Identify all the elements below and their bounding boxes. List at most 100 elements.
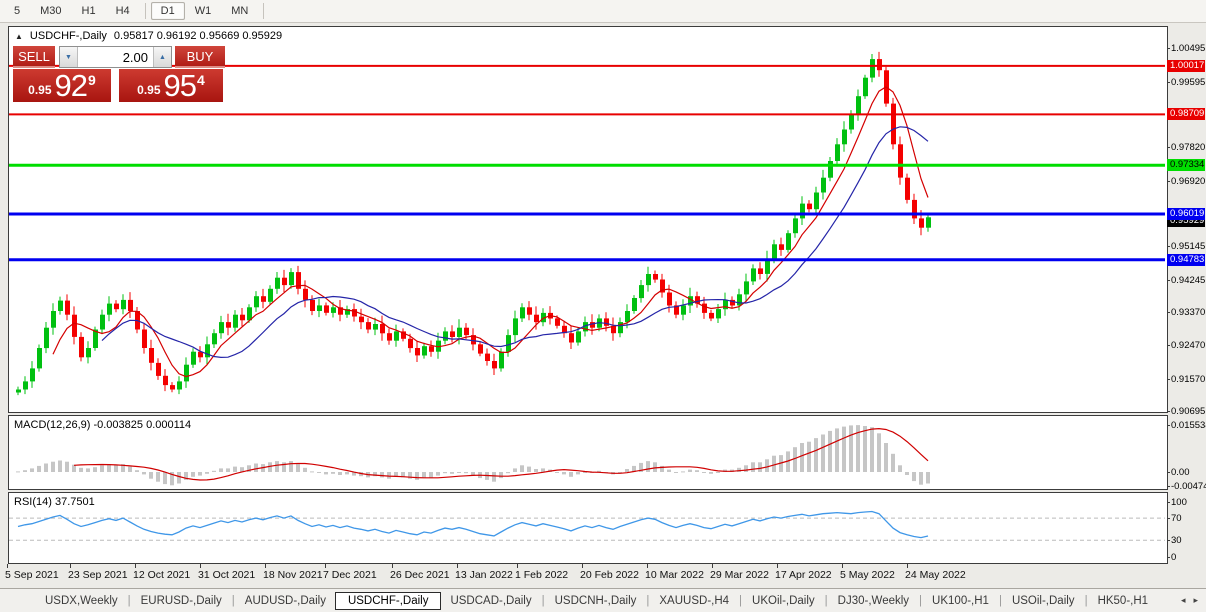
candle-body [513,318,518,336]
macd-bar [114,464,118,472]
candle-body [751,268,756,282]
macd-signal-line [73,427,929,481]
macd-indicator-pane[interactable]: MACD(12,26,9) -0.003825 0.000114 [8,415,1168,490]
candle-body [142,329,147,348]
time-axis[interactable]: 5 Sep 2021 23 Sep 2021 12 Oct 2021 31 Oct 2… [0,564,1167,586]
sell-button[interactable]: SELL [13,46,55,68]
macd-bar [310,471,314,473]
macd-bar [422,472,426,478]
macd-bar [471,472,475,476]
chart-tab-ukoil-daily[interactable]: UKOil-,Daily [752,594,815,607]
candle-body [478,344,483,354]
volume-increase-button[interactable]: ▲ [153,47,171,67]
buy-button[interactable]: BUY [175,46,225,68]
price-axis-tick [1167,518,1170,520]
price-chart-pane[interactable]: ▲ USDCHF-,Daily 0.95817 0.96192 0.95669 … [8,26,1168,413]
macd-bar [562,472,566,475]
macd-bar [128,466,132,472]
price-axis-tick [1167,147,1170,149]
candle-body [51,311,56,328]
chart-tab-eurusd-daily[interactable]: EURUSD-,Daily [140,594,222,607]
macd-bar [870,427,874,472]
macd-histogram [16,425,930,486]
price-axis-tick [1167,279,1170,281]
macd-bar [387,472,391,479]
chart-tab-audusd-daily[interactable]: AUDUSD-,Daily [244,594,326,607]
macd-bar [737,467,741,472]
candle-body [842,129,847,145]
macd-bar [793,447,797,472]
macd-bar [569,472,573,477]
candle-body [527,307,532,315]
candle-body [814,192,819,210]
collapse-icon[interactable]: ▲ [15,31,23,41]
price-axis[interactable]: 1.00495 0.99595 0.97820 0.96920 0.95145 0.942… [1167,26,1206,587]
timeframe-button-M30[interactable]: M30 [40,5,62,17]
candle-body [646,274,651,286]
candle-body [317,305,322,311]
price-axis-tick [1167,312,1170,314]
candle-body [163,375,168,386]
macd-bar [58,460,62,472]
price-axis-label: 70 [1171,513,1182,525]
macd-bar [702,472,706,473]
chart-tab-usdx-weekly[interactable]: USDX,Weekly [45,594,118,607]
macd-bar [226,468,230,472]
candle-body [247,307,252,321]
candle-body [303,288,308,300]
macd-bar [205,472,209,474]
macd-bar [170,472,174,486]
candle-body [464,327,469,336]
volume-input[interactable] [78,47,153,67]
tab-scroll-right-button[interactable]: ▸ [1193,595,1198,605]
macd-bar [926,472,930,484]
chart-tab-xauusd-h4[interactable]: XAUUSD-,H4 [659,594,730,607]
buy-price-panel[interactable]: 0.95 95 4 [119,69,223,102]
macd-bar [772,455,776,472]
candle-body [149,348,154,363]
tab-scroll-left-button[interactable]: ◂ [1180,595,1186,605]
chart-tab-usdcad-daily[interactable]: USDCAD-,Daily [450,594,532,607]
price-axis-tick [1167,557,1170,558]
level-price-label: 0.94783 [1167,253,1205,266]
ask-price-pipette: 4 [197,72,205,88]
chart-tab-dj30-weekly[interactable]: DJ30-,Weekly [837,594,910,607]
tab-separator: | [127,594,131,607]
ask-price-prefix: 0.95 [137,83,161,97]
candle-body [639,285,644,299]
chart-ohlc-quote: 0.95817 0.96192 0.95669 0.95929 [113,30,283,42]
timeframe-button-H1[interactable]: H1 [81,5,96,17]
candle-body [520,307,525,319]
rsi-indicator-pane[interactable]: RSI(14) 37.7501 [8,492,1168,564]
macd-bar [93,467,97,472]
chart-tab-uk100-h1[interactable]: UK100-,H1 [932,594,989,607]
candle-body [877,59,882,71]
rsi-label: RSI(14) 37.7501 [14,496,95,508]
sell-price-panel[interactable]: 0.95 92 9 [13,69,111,102]
volume-decrease-button[interactable]: ▼ [60,47,78,67]
macd-bar [905,472,909,475]
candle-body [107,303,112,315]
chart-tab-usoil-daily[interactable]: USOil-,Daily [1011,594,1075,607]
candle-body [184,364,189,382]
chart-tab-usdchf-daily[interactable]: USDCHF-,Daily [334,591,442,610]
timeframe-button-D1[interactable]: D1 [150,2,185,20]
time-axis-tick [265,564,266,568]
candle-body [79,336,84,358]
timeframe-button-H4[interactable]: H4 [115,5,130,17]
chart-tab-hk50-h1[interactable]: HK50-,H1 [1097,594,1149,607]
candle-body [779,244,784,250]
timeframe-button-5[interactable]: 5 [14,5,21,17]
macd-bar [492,472,496,482]
price-axis-tick [1167,180,1170,182]
macd-bar [100,465,104,472]
chart-tab-usdcnh-daily[interactable]: USDCNH-,Daily [554,594,637,607]
candle-body [541,312,546,323]
timeframe-button-MN[interactable]: MN [231,5,249,17]
toolbar-separator [263,3,265,19]
timeframe-button-W1[interactable]: W1 [194,5,212,17]
macd-bar [555,472,559,473]
chevron-down-icon: ▼ [65,53,72,61]
price-axis-tick [1167,486,1170,488]
candle-body [835,144,840,161]
